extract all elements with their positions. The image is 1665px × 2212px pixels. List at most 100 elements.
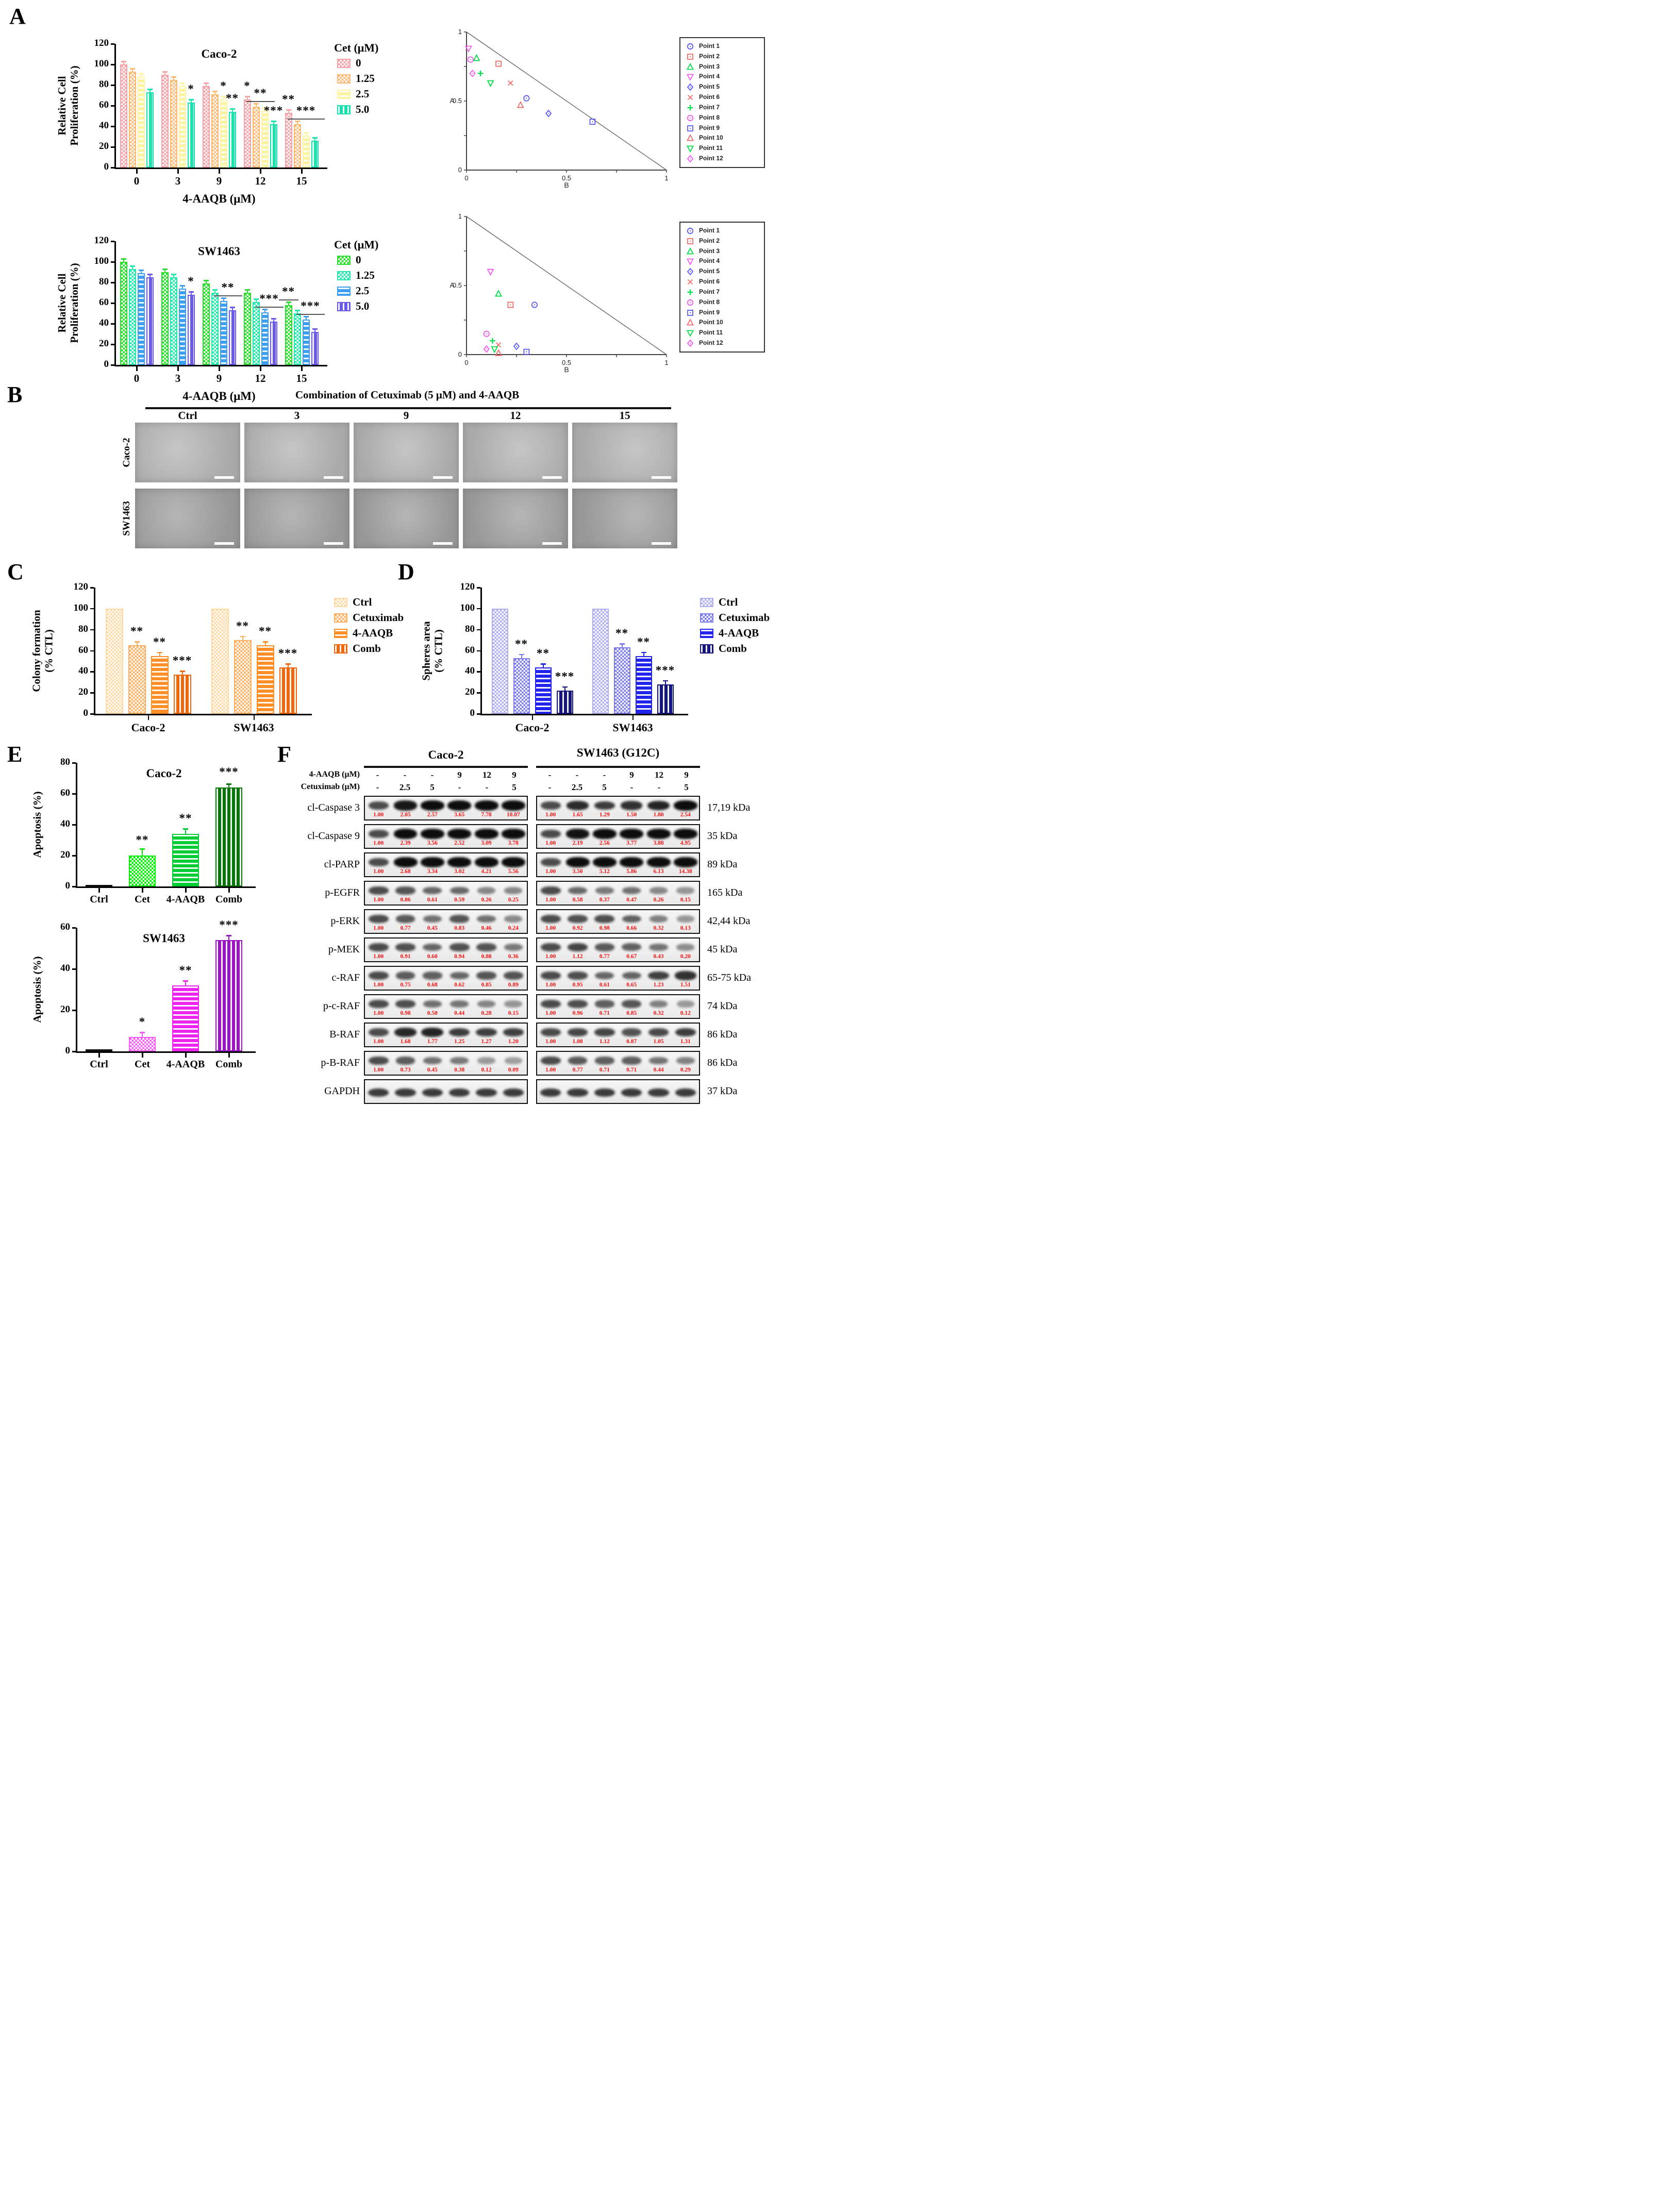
y-tick <box>111 64 114 65</box>
y-tick <box>72 1010 76 1011</box>
error-bar <box>305 317 307 320</box>
error-bar-cap <box>562 686 568 688</box>
bar <box>513 658 530 714</box>
bar <box>311 141 319 167</box>
blot-band-value: 0.71 <box>626 1067 637 1073</box>
legend-marker-square-icon <box>687 53 693 60</box>
blot-band <box>621 801 642 810</box>
blot-band-value: 0.59 <box>454 897 465 903</box>
isobologram-plot: 0 0 0.5 0.5 1 1 B A <box>446 26 673 191</box>
error-bar-cap <box>271 318 276 320</box>
panel-b-row-label: Caco-2 <box>121 438 132 467</box>
blot-band-value: 1.00 <box>373 1067 384 1073</box>
blot-band-value: 1.23 <box>653 982 664 988</box>
blot-strip: 1.00 2.19 2.56 3.77 3.88 4.95 <box>536 824 700 849</box>
bar <box>556 691 573 714</box>
panel-label-f: F <box>277 742 291 767</box>
legend-point-label: Point 10 <box>699 319 723 326</box>
blot-band <box>368 971 389 980</box>
y-tick-label: 60 <box>78 644 88 656</box>
x-tick-label: Caco-2 <box>515 721 550 734</box>
legend-point-label: Point 2 <box>699 237 720 244</box>
error-bar-cap <box>212 91 218 92</box>
blot-strip: 1.00 0.77 0.71 0.71 0.44 0.29 <box>536 1051 700 1076</box>
x-axis <box>76 1051 256 1053</box>
error-bar-cap <box>179 82 185 84</box>
blot-band <box>620 829 644 839</box>
error-bar-cap <box>253 298 259 300</box>
x-tick-label: 9 <box>216 175 222 187</box>
blot-band-value: 3.09 <box>481 840 492 846</box>
blot-strip: 1.00 0.96 0.71 0.85 0.32 0.12 <box>536 994 700 1019</box>
blot-band <box>421 1027 444 1037</box>
y-tick-label: 60 <box>465 644 475 656</box>
y-tick <box>111 126 114 127</box>
error-bar <box>296 122 298 124</box>
blot-band-value: 3.77 <box>626 840 637 846</box>
error-bar-cap <box>129 68 135 70</box>
blot-band <box>673 857 697 867</box>
y-tick <box>72 793 76 795</box>
x-tick-label: SW1463 <box>612 721 653 734</box>
blot-band-value: 3.88 <box>653 840 664 846</box>
blot-kda-label: 86 kDa <box>707 1057 738 1068</box>
blot-strip: 1.00 0.91 0.60 0.94 0.88 0.36 <box>364 937 528 962</box>
blot-band-value: 6.13 <box>653 868 664 875</box>
blot-strip: 1.00 0.92 0.98 0.66 0.32 0.13 <box>536 909 700 934</box>
blot-band-value: 0.61 <box>427 897 438 903</box>
blot-cellline-title: SW1463 (G12C) <box>576 746 660 759</box>
blot-condition-value: 9 <box>684 770 689 780</box>
error-bar <box>521 655 522 658</box>
error-bar <box>643 652 644 656</box>
blot-band <box>395 1057 415 1065</box>
legend-point-label: Point 2 <box>699 52 720 60</box>
significance-stars: * <box>220 79 227 92</box>
blot-band <box>477 1057 495 1064</box>
blot-band <box>673 800 697 811</box>
blot-band <box>394 1027 417 1037</box>
error-bar-cap <box>183 828 188 830</box>
chart-title: SW1463 <box>198 245 240 258</box>
error-bar <box>181 672 183 675</box>
blot-band-value: 2.54 <box>680 812 691 818</box>
micrograph-image <box>463 489 568 548</box>
blot-band <box>368 830 389 838</box>
blot-band <box>622 1057 641 1065</box>
blot-band-value: 0.68 <box>427 982 438 988</box>
y-tick-label: 120 <box>94 235 109 246</box>
blot-strip: 1.00 2.05 2.57 3.65 7.78 10.07 <box>364 796 528 820</box>
blot-band <box>649 943 668 951</box>
bar <box>187 295 195 365</box>
blot-condition-value: - <box>657 782 661 792</box>
blot-kda-label: 17,19 kDa <box>707 802 751 813</box>
blot-strip: 1.00 0.86 0.61 0.59 0.26 0.25 <box>364 881 528 906</box>
error-bar <box>181 286 183 289</box>
blot-band <box>592 829 617 839</box>
bar <box>173 675 191 714</box>
error-bar-cap <box>294 310 300 311</box>
legend-label: 0 <box>356 57 361 69</box>
scale-bar <box>652 476 671 479</box>
blot-band-value: 1.00 <box>545 812 556 818</box>
error-bar <box>131 266 133 269</box>
y-tick-label: 20 <box>99 141 109 152</box>
bar <box>187 103 195 167</box>
blot-band <box>449 886 469 895</box>
significance-stars: *** <box>555 669 575 683</box>
legend-label: Cetuximab <box>353 611 404 624</box>
blot-band <box>540 1000 561 1008</box>
legend-label: 5.0 <box>356 300 370 312</box>
blot-band-value: 1.00 <box>545 868 556 875</box>
significance-stars: ** <box>136 833 149 846</box>
svg-text:0: 0 <box>464 174 468 182</box>
x-tick <box>98 1053 100 1058</box>
bar <box>211 293 219 365</box>
error-bar <box>185 981 186 985</box>
blot-band-value: 1.50 <box>626 812 637 818</box>
x-tick-label: 0 <box>134 372 140 384</box>
y-tick <box>90 629 94 631</box>
blot-strip: 1.00 0.98 0.50 0.44 0.28 0.15 <box>364 994 528 1019</box>
error-bar <box>142 1033 143 1037</box>
blot-band <box>540 830 561 838</box>
legend-marker-circle-icon <box>687 43 694 50</box>
